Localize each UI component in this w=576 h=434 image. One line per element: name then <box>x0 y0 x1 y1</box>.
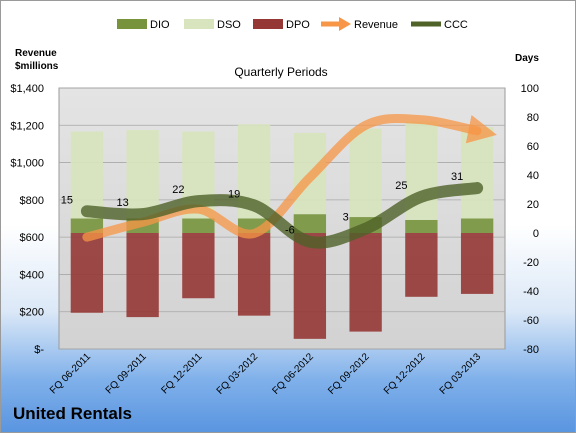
bar-dpo <box>405 233 438 297</box>
legend-label: Revenue <box>354 19 398 31</box>
category-label: FQ 03-2013 <box>438 351 484 397</box>
ccc-data-label: 31 <box>451 171 463 183</box>
right-axis-label: Days <box>515 53 539 64</box>
right-tick-label: 40 <box>527 170 539 182</box>
revenue-line <box>82 114 497 242</box>
category-label: FQ 06-2012 <box>270 351 316 397</box>
ccc-data-label: 3 <box>343 212 349 224</box>
left-tick-label: $- <box>34 344 44 356</box>
legend: DIO DSO DPO Revenue CCC <box>117 17 468 31</box>
bar-dpo <box>126 233 159 318</box>
ccc-data-label: 13 <box>117 197 129 209</box>
ccc-data-label: -6 <box>285 225 295 237</box>
legend-item: DSO <box>184 19 241 31</box>
right-tick-label: 100 <box>521 83 539 95</box>
ccc-data-label: 19 <box>228 188 240 200</box>
bar-dpo <box>293 233 327 339</box>
bar-dso <box>70 131 104 219</box>
data-labels: 15 13 22 19 -6 3 25 31 <box>61 171 464 237</box>
ccc-data-label: 22 <box>172 184 184 196</box>
ccc-data-label: 25 <box>395 180 407 192</box>
category-label: FQ 03-2012 <box>215 351 261 397</box>
bar-dpo <box>182 233 215 299</box>
bar-dio <box>293 214 327 233</box>
legend-item: DPO <box>253 19 310 31</box>
right-tick-label: -80 <box>523 344 539 356</box>
chart-title: Quarterly Periods <box>234 65 327 79</box>
category-label: FQ 12-2012 <box>382 351 428 397</box>
bar-dio <box>460 218 494 233</box>
right-tick-label: 20 <box>527 199 539 211</box>
legend-swatch <box>184 19 214 29</box>
right-tick-label: -40 <box>523 286 539 298</box>
bars <box>70 121 494 339</box>
bar-dso <box>349 128 382 218</box>
legend-swatch <box>253 19 283 29</box>
left-axis-label-line1: Revenue <box>15 48 57 59</box>
bar-dpo <box>70 233 104 313</box>
bar-dso <box>126 130 159 219</box>
legend-item: DIO <box>117 19 170 31</box>
category-label: FQ 09-2012 <box>326 351 372 397</box>
left-tick-label: $200 <box>20 307 44 319</box>
legend-arrowhead <box>339 17 351 31</box>
right-tick-label: -60 <box>523 315 539 327</box>
category-label: FQ 06-2011 <box>48 351 93 396</box>
left-tick-label: $600 <box>20 232 44 244</box>
left-tick-label: $800 <box>20 195 44 207</box>
category-label: FQ 12-2011 <box>160 351 205 396</box>
left-tick-label: $400 <box>20 269 44 281</box>
right-tick-label: 0 <box>533 228 539 240</box>
bar-dio <box>405 219 438 233</box>
legend-item: Revenue <box>321 17 398 31</box>
right-tick-label: -20 <box>523 257 539 269</box>
left-tick-label: $1,200 <box>10 120 44 132</box>
category-label: FQ 09-2011 <box>104 351 149 396</box>
ccc-data-label: 15 <box>61 194 73 206</box>
bar-dpo <box>460 233 494 294</box>
bar-dso <box>460 127 494 219</box>
legend-label: DSO <box>217 19 241 31</box>
legend-label: CCC <box>444 19 468 31</box>
legend-label: DIO <box>150 19 170 31</box>
series-lines <box>80 114 497 249</box>
right-tick-label: 60 <box>527 141 539 153</box>
bar-dio <box>182 218 215 233</box>
right-tick-label: 80 <box>527 112 539 124</box>
bar-dpo <box>349 233 382 332</box>
legend-swatch <box>117 19 147 29</box>
ccc-line <box>80 182 484 249</box>
left-axis-label-line2: $millions <box>15 61 59 72</box>
company-name: United Rentals <box>13 404 133 423</box>
left-tick-label: $1,000 <box>10 158 44 170</box>
bar-dpo <box>237 233 271 316</box>
legend-item: CCC <box>411 19 468 31</box>
bar-dio <box>70 218 104 233</box>
legend-label: DPO <box>286 19 310 31</box>
left-tick-label: $1,400 <box>10 83 44 95</box>
